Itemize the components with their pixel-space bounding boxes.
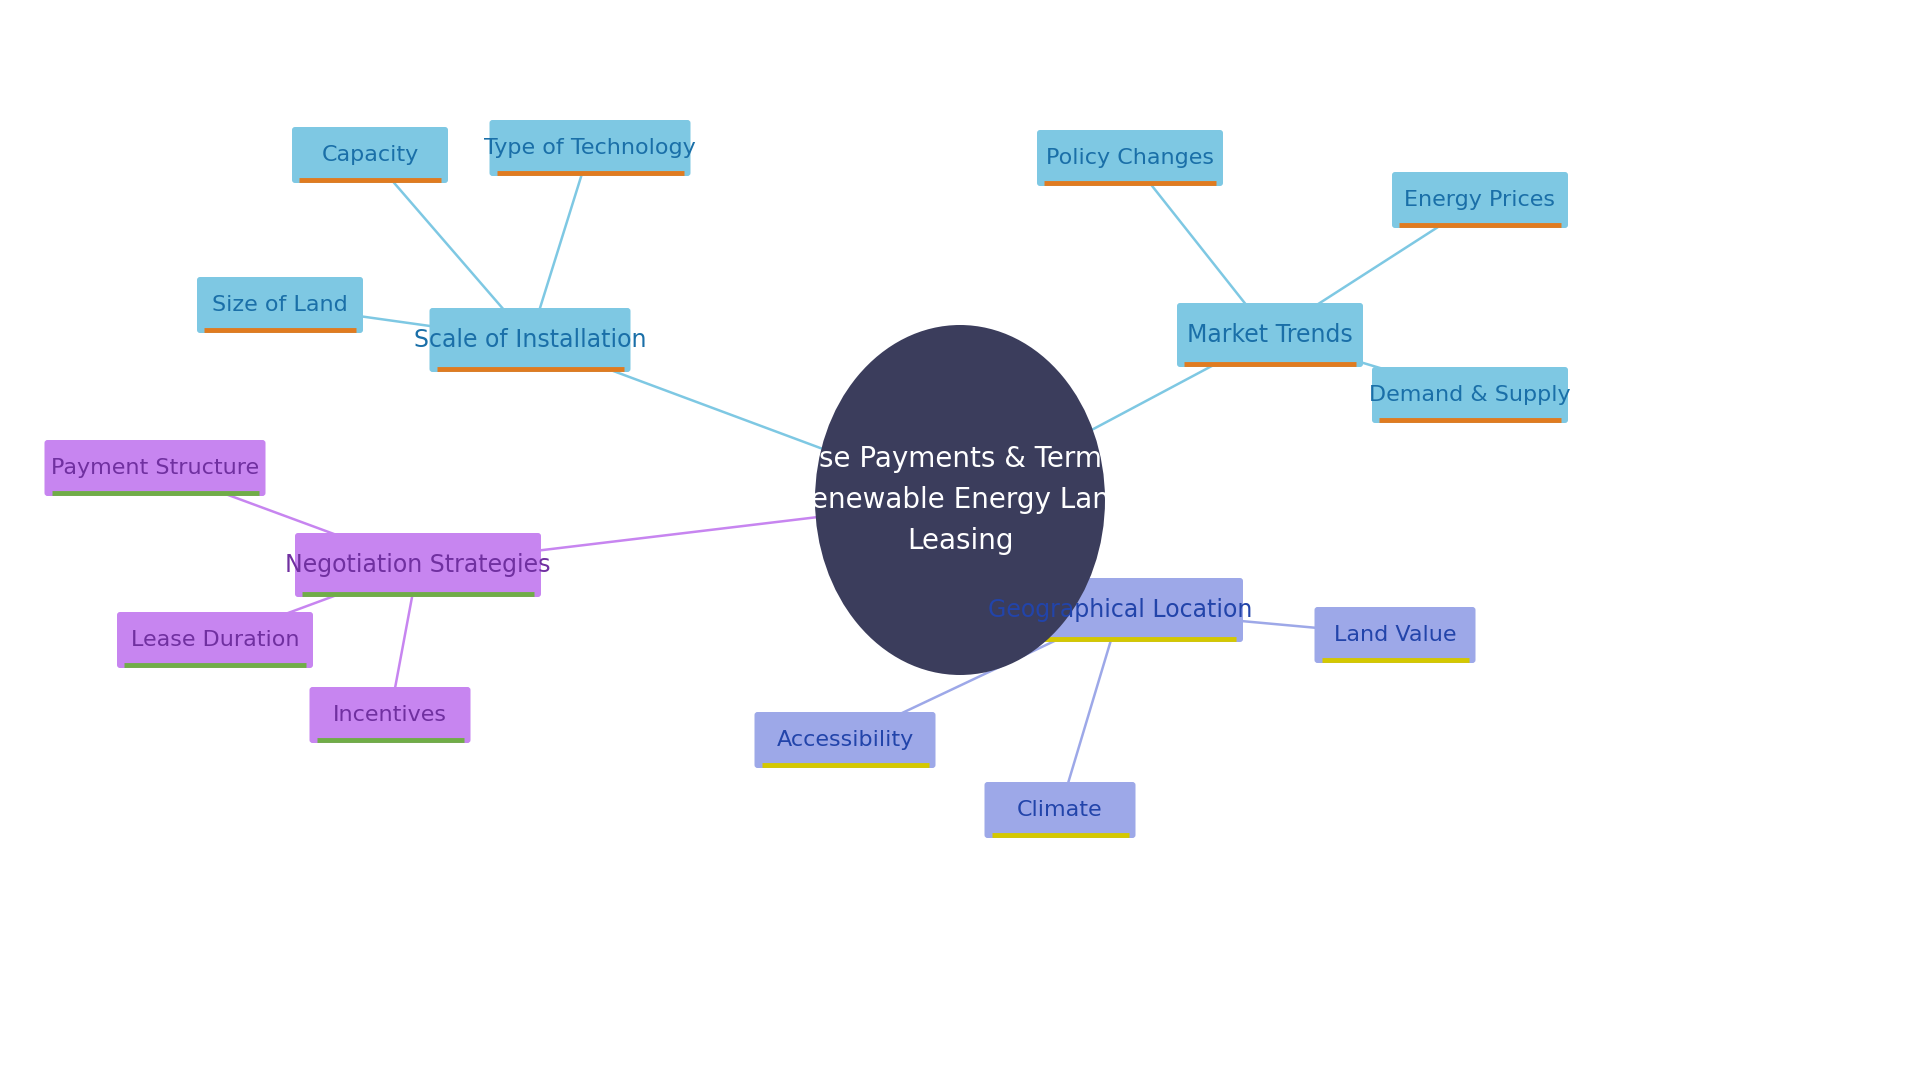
Text: Lease Duration: Lease Duration (131, 630, 300, 650)
Text: Accessibility: Accessibility (776, 730, 914, 750)
FancyBboxPatch shape (1315, 607, 1475, 663)
FancyBboxPatch shape (1177, 303, 1363, 367)
Ellipse shape (814, 325, 1106, 675)
FancyBboxPatch shape (117, 612, 313, 669)
Text: Payment Structure: Payment Structure (52, 458, 259, 478)
FancyBboxPatch shape (292, 127, 447, 183)
Text: Capacity: Capacity (321, 145, 419, 165)
Text: Climate: Climate (1018, 800, 1102, 820)
FancyBboxPatch shape (985, 782, 1135, 838)
FancyBboxPatch shape (44, 440, 265, 496)
Text: Scale of Installation: Scale of Installation (413, 328, 647, 352)
FancyBboxPatch shape (430, 308, 630, 372)
Text: Size of Land: Size of Land (211, 295, 348, 315)
FancyBboxPatch shape (755, 712, 935, 768)
FancyBboxPatch shape (1373, 367, 1569, 423)
Text: Policy Changes: Policy Changes (1046, 148, 1213, 168)
Text: Geographical Location: Geographical Location (987, 598, 1252, 622)
FancyBboxPatch shape (490, 120, 691, 176)
Text: Demand & Supply: Demand & Supply (1369, 384, 1571, 405)
FancyBboxPatch shape (996, 578, 1242, 642)
FancyBboxPatch shape (309, 687, 470, 743)
Text: Market Trends: Market Trends (1187, 323, 1354, 347)
Text: Energy Prices: Energy Prices (1405, 190, 1555, 210)
Text: Negotiation Strategies: Negotiation Strategies (286, 553, 551, 577)
FancyBboxPatch shape (296, 534, 541, 597)
Text: Type of Technology: Type of Technology (484, 138, 695, 158)
Text: Lease Payments & Terms in
Renewable Energy Land
Leasing: Lease Payments & Terms in Renewable Ener… (770, 445, 1150, 555)
FancyBboxPatch shape (198, 276, 363, 333)
Text: Land Value: Land Value (1334, 625, 1455, 645)
FancyBboxPatch shape (1392, 172, 1569, 228)
Text: Incentives: Incentives (332, 705, 447, 725)
FancyBboxPatch shape (1037, 130, 1223, 186)
